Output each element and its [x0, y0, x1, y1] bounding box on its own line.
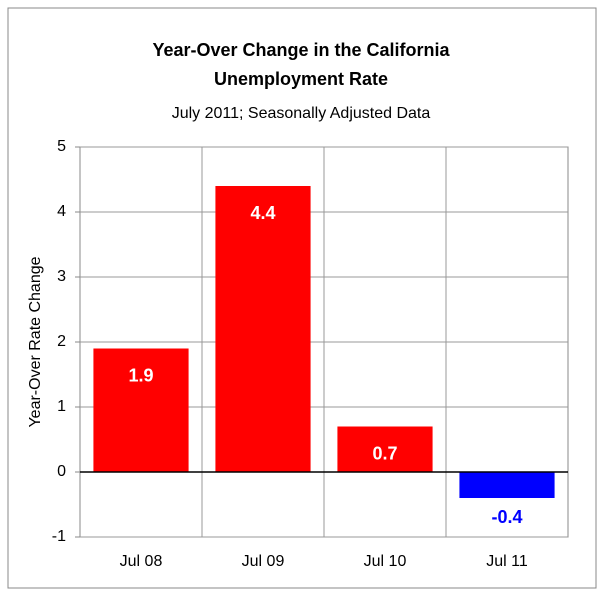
x-tick-label: Jul 08	[120, 553, 163, 570]
bar	[459, 472, 555, 498]
bar	[93, 348, 189, 472]
bar	[215, 186, 311, 472]
chart-title: Year-Over Change in the California Unemp…	[152, 40, 450, 89]
x-tick-label: Jul 09	[242, 553, 285, 570]
y-tick-label: 1	[57, 398, 66, 415]
data-label: 4.4	[250, 203, 275, 223]
x-tick-label: Jul 11	[486, 553, 528, 570]
y-tick-label: -1	[52, 528, 66, 545]
data-label: -0.4	[491, 507, 522, 527]
y-tick-label: 2	[57, 333, 66, 350]
x-tick-label: Jul 10	[364, 553, 407, 570]
bar	[337, 426, 433, 472]
y-tick-label: 0	[57, 463, 66, 480]
chart-subtitle: July 2011; Seasonally Adjusted Data	[172, 105, 431, 122]
y-tick-label: 3	[57, 268, 66, 285]
y-tick-label: 5	[57, 138, 66, 155]
data-label: 1.9	[128, 365, 153, 385]
data-label: 0.7	[372, 443, 397, 463]
y-tick-label: 4	[57, 203, 66, 220]
y-axis-label: Year-Over Rate Change	[27, 256, 44, 427]
plot-area: -1 0 1 2 3 4 5 Jul 08 1.9 Jul 09 4.4 Jul 10 0.7 Jul 1…	[52, 138, 569, 570]
